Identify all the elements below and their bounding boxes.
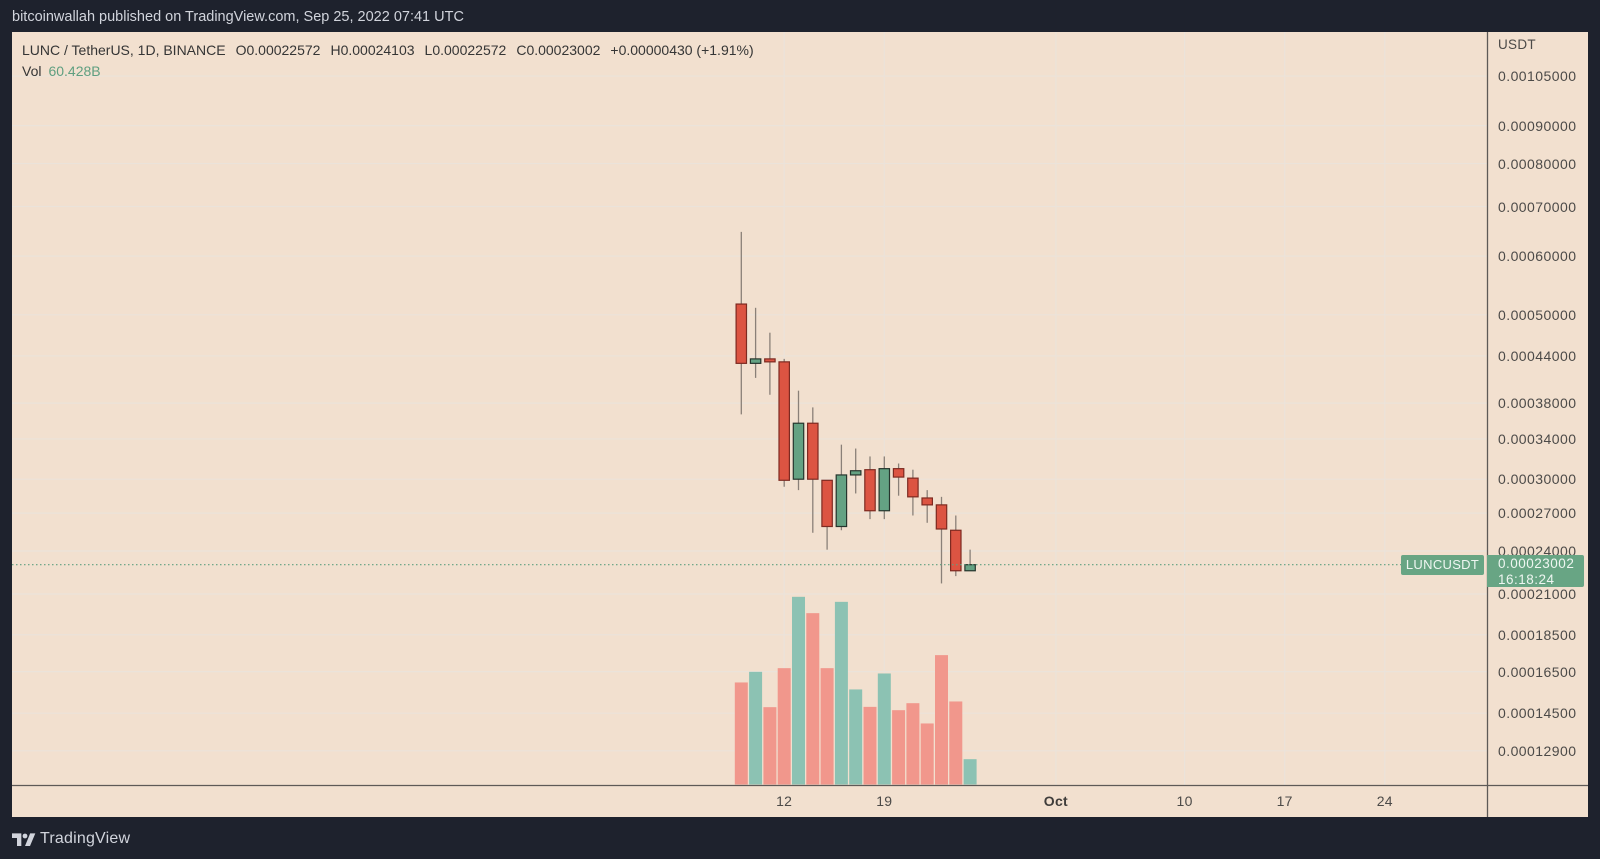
price-axis-label: 0.00060000	[1498, 248, 1577, 265]
candle-body	[778, 361, 790, 481]
price-axis-label: 0.00030000	[1498, 471, 1577, 488]
candle-body	[849, 470, 862, 476]
price-axis-label: 0.00018500	[1498, 626, 1577, 643]
high-value: H0.00024103	[330, 42, 415, 58]
volume-bar	[877, 673, 891, 785]
candle-down	[806, 407, 819, 533]
price-axis-label: 0.00038000	[1498, 395, 1577, 412]
candle-body	[921, 497, 933, 506]
volume-value: 60.428B	[48, 62, 101, 79]
candle-body	[835, 474, 848, 528]
candle-down	[764, 332, 776, 395]
candle-body	[864, 469, 876, 512]
price-axis-label: 0.00044000	[1498, 347, 1577, 364]
volume-bar	[749, 671, 763, 785]
candle-down	[921, 490, 933, 523]
grid-layer	[12, 32, 1487, 785]
candle-body	[806, 422, 819, 480]
price-axis-label: 0.00034000	[1498, 430, 1577, 447]
legend-ohlc-row: LUNC / TetherUS, 1D, BINANCE O0.00022572…	[22, 40, 754, 61]
candle-down	[907, 469, 919, 516]
volume-layer	[734, 596, 977, 785]
candle-up	[792, 390, 805, 491]
candle-body	[964, 564, 976, 572]
candle-body	[735, 303, 748, 364]
volume-bar	[849, 689, 863, 785]
time-axis-label: 12	[776, 793, 793, 809]
candle-down	[949, 515, 962, 577]
time-axis-label: 10	[1176, 793, 1193, 809]
volume-bar	[792, 596, 805, 785]
last-price-value: 0.00023002	[1498, 556, 1575, 571]
candle-body	[764, 358, 776, 363]
bar-countdown: 16:18:24	[1498, 571, 1555, 587]
symbol-price-tag: LUNCUSDT	[1401, 555, 1484, 575]
price-axis-label: 0.00012900	[1498, 742, 1577, 759]
candle-body	[749, 358, 762, 364]
candle-down	[935, 496, 948, 584]
volume-bar	[920, 723, 934, 785]
candle-up	[749, 307, 762, 378]
volume-bar	[820, 668, 834, 785]
candle-up	[964, 549, 976, 572]
price-axis-label: 0.00016500	[1498, 663, 1577, 680]
open-value: O0.00022572	[235, 42, 321, 58]
tradingview-logo-icon	[12, 833, 36, 846]
time-axis-label: 24	[1376, 793, 1393, 809]
candle-down	[821, 479, 833, 550]
time-axis-label: 17	[1276, 793, 1293, 809]
price-axis-label: 0.00050000	[1498, 306, 1577, 323]
candle-body	[892, 468, 905, 478]
volume-bar	[777, 668, 791, 785]
volume-bar	[806, 613, 820, 785]
close-value: C0.00023002	[516, 42, 601, 58]
volume-bar	[834, 601, 848, 785]
volume-label: Vol	[22, 62, 42, 79]
volume-bar	[763, 707, 777, 785]
volume-bar	[863, 706, 877, 785]
chart-legend: LUNC / TetherUS, 1D, BINANCE O0.00022572…	[22, 40, 754, 81]
change-value: +0.00000430 (+1.91%)	[610, 42, 754, 58]
publish-info: bitcoinwallah published on TradingView.c…	[12, 9, 464, 25]
time-axis-label: 19	[876, 793, 893, 809]
candle-body	[935, 504, 948, 530]
candle-up	[849, 448, 862, 494]
price-axis-currency: USDT	[1498, 37, 1536, 52]
price-axis-label: 0.00080000	[1498, 155, 1577, 172]
candle-up	[835, 444, 848, 531]
candle-layer	[735, 231, 976, 584]
price-axis-label: 0.00105000	[1498, 68, 1577, 85]
candle-down	[864, 456, 876, 520]
low-value: L0.00022572	[424, 42, 507, 58]
volume-bar	[963, 759, 977, 785]
volume-bar	[892, 710, 906, 785]
price-axis-label: 0.00021000	[1498, 585, 1577, 602]
price-axis-label: 0.00070000	[1498, 198, 1577, 215]
volume-bar	[906, 703, 920, 785]
candle-body	[792, 422, 805, 480]
time-axis-label: Oct	[1043, 793, 1069, 809]
candle-up	[878, 456, 891, 520]
volume-bar	[949, 701, 963, 785]
tradingview-brand-link[interactable]: TradingView	[12, 829, 130, 849]
symbol-title: LUNC / TetherUS, 1D, BINANCE	[22, 42, 226, 58]
price-axis-label: 0.00014500	[1498, 705, 1577, 722]
price-axis-label: 0.00027000	[1498, 505, 1577, 522]
candle-down	[778, 358, 790, 487]
candle-body	[878, 468, 891, 512]
volume-bar	[935, 655, 948, 785]
candle-body	[949, 529, 962, 572]
volume-bar	[734, 682, 748, 785]
candle-body	[821, 479, 833, 528]
candle-down	[892, 463, 905, 496]
candle-body	[907, 477, 919, 498]
candle-down	[735, 231, 748, 415]
tradingview-brand-text: TradingView	[40, 830, 131, 847]
last-price-tag: 0.00023002 16:18:24	[1487, 555, 1584, 587]
legend-volume-row: Vol 60.428B	[22, 61, 754, 82]
price-axis-label: 0.00090000	[1498, 117, 1577, 134]
